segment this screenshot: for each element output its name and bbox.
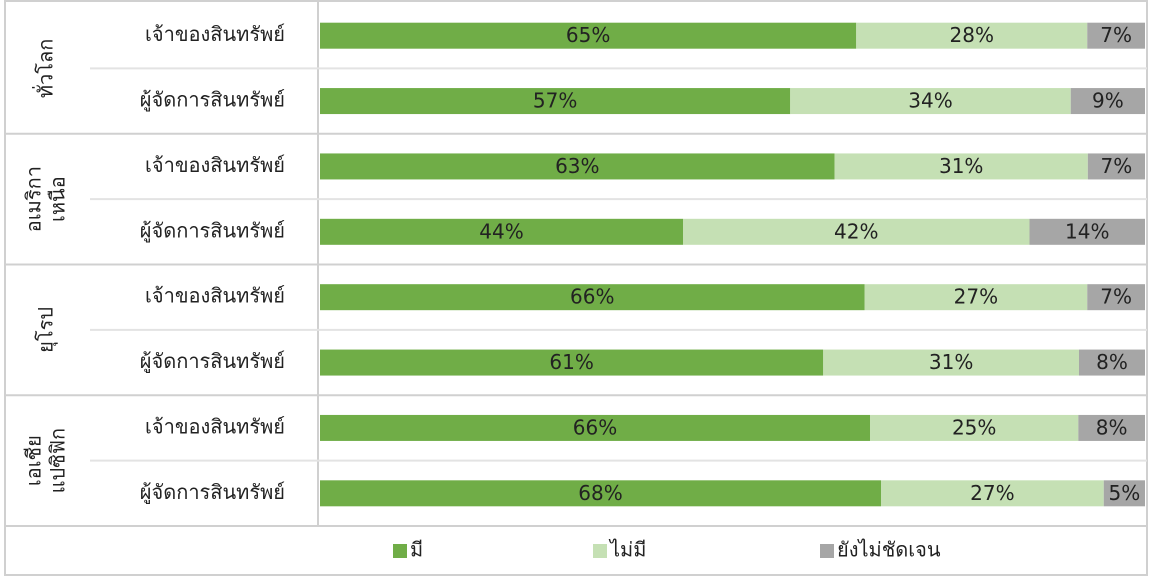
bar-segment (864, 284, 1088, 311)
data-label: 68% (578, 481, 622, 505)
bar-segment (320, 218, 683, 245)
bar-segment (1070, 88, 1145, 115)
data-label: 25% (952, 415, 996, 439)
data-label: 61% (549, 350, 593, 374)
data-label: 31% (939, 154, 983, 178)
bar-segment (320, 284, 865, 311)
category-label: ผู้จัดการสินทรัพย์ (140, 218, 285, 243)
legend-label: ยังไม่ชัดเจน (837, 538, 941, 562)
data-label: 8% (1096, 350, 1128, 374)
bar-segment (320, 22, 857, 49)
data-label: 44% (479, 219, 523, 243)
bar-segment (1078, 414, 1145, 441)
group-label: เอเชีย (22, 435, 46, 486)
data-label: 8% (1096, 415, 1128, 439)
data-label: 27% (970, 481, 1014, 505)
bar-segment (1087, 153, 1145, 180)
data-label: 63% (555, 154, 599, 178)
group-label: เหนือ (46, 176, 70, 222)
data-label: 14% (1065, 219, 1109, 243)
bar-segment (881, 480, 1104, 507)
chart-border (4, 0, 1148, 576)
category-label: เจ้าของสินทรัพย์ (145, 22, 285, 46)
data-label: 34% (908, 89, 952, 113)
group-label: ยุโรป (34, 307, 59, 353)
bar-segment (823, 349, 1079, 376)
data-label: 31% (929, 350, 973, 374)
bar-segment (1087, 22, 1145, 49)
bar-segment (1079, 349, 1145, 376)
bar-segment (320, 153, 835, 180)
bar-segment (1029, 218, 1145, 245)
bar-segment (790, 88, 1071, 115)
bar-segment (320, 349, 824, 376)
category-label: ผู้จัดการสินทรัพย์ (140, 480, 285, 505)
group-label: ทั่วโลก (32, 39, 58, 99)
legend-swatch (593, 544, 607, 558)
bar-segment (870, 414, 1079, 441)
data-label: 42% (834, 219, 878, 243)
legend-swatch (820, 544, 834, 558)
bar-segment (683, 218, 1030, 245)
category-label: เจ้าของสินทรัพย์ (145, 414, 285, 438)
data-label: 27% (954, 285, 998, 309)
group-label: อเมริกา (22, 166, 46, 232)
category-label: ผู้จัดการสินทรัพย์ (140, 88, 285, 113)
data-label: 7% (1100, 23, 1132, 47)
category-label: เจ้าของสินทรัพย์ (145, 153, 285, 177)
data-label: 66% (570, 285, 614, 309)
category-label: เจ้าของสินทรัพย์ (145, 284, 285, 308)
category-label: ผู้จัดการสินทรัพย์ (140, 349, 285, 374)
data-label: 9% (1092, 89, 1124, 113)
group-label: แปซิฟิก (46, 428, 70, 493)
data-label: 66% (573, 415, 617, 439)
data-label: 65% (566, 23, 610, 47)
bar-segment (320, 88, 791, 115)
data-label: 57% (533, 89, 577, 113)
data-label: 5% (1109, 481, 1141, 505)
bar-segment (320, 414, 870, 441)
bar-segment (320, 480, 881, 507)
bar-segment (1103, 480, 1145, 507)
bar-segment (1087, 284, 1145, 311)
bar-segment (834, 153, 1088, 180)
data-label: 7% (1100, 285, 1132, 309)
bar-segment (856, 22, 1088, 49)
data-label: 28% (950, 23, 994, 47)
legend-label: ไม่มี (608, 538, 646, 562)
legend-swatch (393, 544, 407, 558)
data-label: 7% (1101, 154, 1133, 178)
legend-label: มี (410, 538, 423, 562)
